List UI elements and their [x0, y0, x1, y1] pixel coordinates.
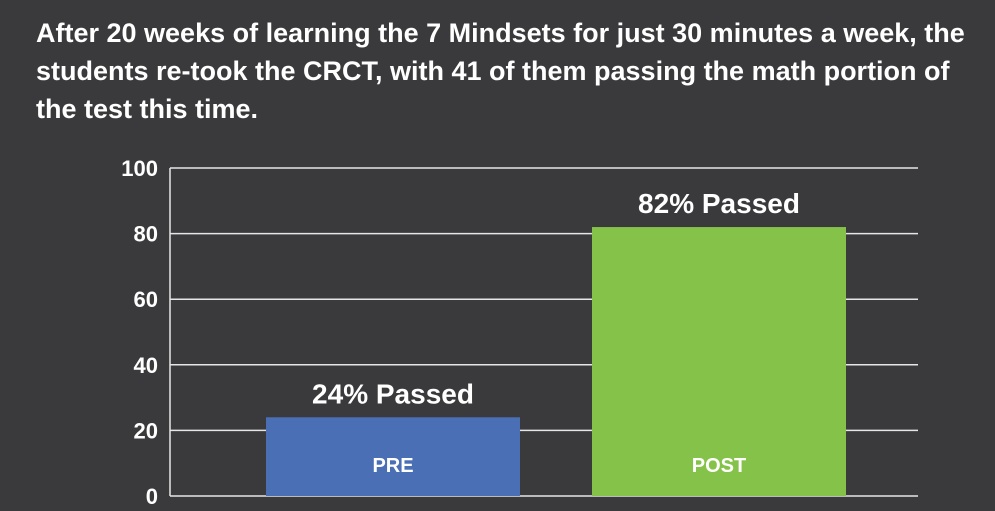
- y-tick-label: 40: [134, 353, 158, 378]
- data-label: 82% Passed: [638, 188, 800, 219]
- y-tick-label: 80: [134, 222, 158, 247]
- chart-caption: After 20 weeks of learning the 7 Mindset…: [36, 18, 965, 124]
- bar-post: [592, 227, 846, 497]
- category-label: PRE: [372, 455, 413, 477]
- data-label: 24% Passed: [312, 378, 474, 409]
- bar-pre: [266, 417, 520, 496]
- bars: [266, 227, 846, 497]
- y-tick-label: 60: [134, 287, 158, 312]
- y-tick-label: 20: [134, 418, 158, 443]
- y-tick-label: 100: [121, 156, 158, 181]
- data-labels: 24% Passed 82% Passed: [312, 188, 800, 409]
- y-tick-label: 0: [146, 484, 158, 509]
- category-label: POST: [692, 455, 746, 477]
- y-axis-tick-labels: 0 20 40 60 80 100: [121, 156, 158, 509]
- category-labels: PRE POST: [372, 455, 746, 477]
